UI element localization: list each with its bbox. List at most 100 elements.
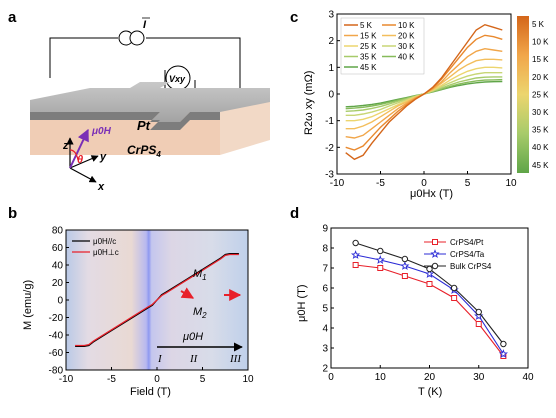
panel-b-ytick-label-5: 20 xyxy=(52,278,64,289)
panel-c-xtick-label-0: -10 xyxy=(330,178,345,189)
panel-d-legend-marker-2 xyxy=(431,262,439,270)
axis-y-arrow xyxy=(69,155,99,169)
panel-b-ytick-label-8: 80 xyxy=(52,226,64,237)
panel-d-point-0-5 xyxy=(475,321,482,327)
panel-b-ytick-label-4: 0 xyxy=(57,296,63,307)
panel-d-point-1-6 xyxy=(498,349,509,358)
panel-d-point-1-3 xyxy=(424,269,435,278)
panel-c-ytick-label-3: 0 xyxy=(328,90,334,101)
panel-d-ytick-label-7: 9 xyxy=(322,224,328,235)
panel-c-legend-label-2: 15 K xyxy=(360,32,377,41)
panel-d-legend-marker-1 xyxy=(430,249,440,258)
panel-c-xtick-label-3: 5 xyxy=(465,178,471,189)
panel-c-legend-label-5: 30 K xyxy=(398,42,415,51)
panel-d-point-1-2 xyxy=(400,261,410,270)
panel-a: a I Vxy Pt CrPS4 z x y θ μ0H xyxy=(8,9,270,193)
panel-c-xlabel: μ0Hx (T) xyxy=(410,188,453,200)
panel-d-ytick-label-5: 7 xyxy=(322,264,328,275)
axis-z-label: z xyxy=(62,140,69,152)
panel-b-ytick-label-7: 60 xyxy=(52,243,64,254)
colorbar-label-5: 30 K xyxy=(532,108,549,117)
panel-c-ytick-label-4: 1 xyxy=(328,63,334,74)
panel-d-point-2-6 xyxy=(500,340,507,348)
panel-d-xtick-label-1: 10 xyxy=(375,372,387,383)
m2-arrow xyxy=(180,287,195,299)
panel-c-xtick-label-4: 10 xyxy=(505,178,517,189)
theta-arc xyxy=(69,149,79,161)
panel-c-ytick-label-5: 2 xyxy=(328,36,334,47)
panel-b: b -10 -5 0 5 10 -80 -60 -40 -20 0 20 40 60 80 Field (… xyxy=(8,205,254,398)
m2-sub: 2 xyxy=(201,311,207,320)
pt-label: Pt xyxy=(137,118,151,133)
field-arrow xyxy=(69,128,89,169)
panel-b-xtick-label-0: -10 xyxy=(59,374,74,385)
current-source-icon-2 xyxy=(129,30,145,46)
panel-c-series-0 xyxy=(345,23,503,161)
region-label-2: II xyxy=(189,353,199,365)
panel-d-point-0-3 xyxy=(426,281,433,287)
panel-b-xtick-label-4: 10 xyxy=(242,374,254,385)
panel-d-legend-label-1: CrPS4/Ta xyxy=(450,250,485,259)
panel-d-ytick-label-3: 5 xyxy=(322,304,328,315)
current-wire-left xyxy=(49,37,118,78)
field-label: μ0H xyxy=(91,126,112,137)
region-label-3: III xyxy=(229,353,242,365)
colorbar-label-0: 5 K xyxy=(532,20,545,29)
panel-d-point-0-1 xyxy=(377,265,384,271)
panel-c-xtick-label-1: -5 xyxy=(376,178,385,189)
panel-d-point-2-4 xyxy=(450,284,458,292)
panel-d-point-0-4 xyxy=(451,295,458,301)
pt-hallbar-edge xyxy=(30,112,220,130)
panel-a-letter: a xyxy=(8,9,17,26)
region-label-1: I xyxy=(157,353,163,365)
panel-b-xtick-label-3: 5 xyxy=(200,374,206,385)
panel-b-xtick-label-1: -5 xyxy=(107,374,116,385)
colorbar-label-1: 10 K xyxy=(532,38,549,47)
colorbar-label-4: 25 K xyxy=(532,90,549,99)
current-wire-right xyxy=(146,37,241,100)
panel-d-point-2-2 xyxy=(401,255,409,263)
panel-c-colorbar xyxy=(517,16,529,173)
panel-d-legend-marker-0 xyxy=(432,239,438,245)
panel-b-ytick-label-2: -40 xyxy=(49,331,64,342)
crps4-label: CrPS xyxy=(127,143,156,157)
svg-text:M1: M1 xyxy=(193,268,207,282)
panel-b-ytick-label-0: -80 xyxy=(49,366,64,377)
panel-d-xtick-label-3: 30 xyxy=(473,372,485,383)
panel-d-point-2-3 xyxy=(426,265,433,273)
panel-d-point-1-0 xyxy=(350,250,361,259)
panel-d-xtick-label-4: 40 xyxy=(522,372,534,383)
panel-c-legend-label-6: 35 K xyxy=(360,53,377,62)
voltage-label: Vxy xyxy=(169,74,186,84)
panel-d-point-0-2 xyxy=(401,273,408,279)
axis-x-arrow xyxy=(69,167,97,183)
crps4-subscript: 4 xyxy=(155,150,161,159)
panel-b-letter: b xyxy=(8,205,17,222)
theta-label: θ xyxy=(77,154,83,166)
panel-d-ytick-label-6: 8 xyxy=(322,244,328,255)
panel-b-ytick-label-1: -60 xyxy=(49,348,64,359)
panel-d-letter: d xyxy=(290,205,299,222)
panel-d-point-2-1 xyxy=(377,247,384,255)
svg-text:CrPS4: CrPS4 xyxy=(127,143,161,159)
panel-d-ytick-label-1: 3 xyxy=(322,344,328,355)
panel-c-ytick-label-6: 3 xyxy=(328,10,334,21)
panel-c-legend-label-8: 45 K xyxy=(360,63,377,72)
m1-sub: 1 xyxy=(202,273,206,282)
panel-d-ytick-label-4: 6 xyxy=(322,284,328,295)
legend-b-label-2: μ0H⊥c xyxy=(93,248,119,257)
panel-d-ytick-label-0: 2 xyxy=(322,364,328,375)
panel-b-series-1 xyxy=(75,253,239,347)
panel-c-legend-label-3: 20 K xyxy=(398,32,415,41)
b-field-label: μ0H xyxy=(182,331,203,343)
panel-d-point-0-0 xyxy=(352,262,359,268)
panel-d-xtick-label-2: 20 xyxy=(424,372,436,383)
svg-text:M2: M2 xyxy=(193,306,207,320)
panel-d-xlabel: T (K) xyxy=(418,386,442,398)
legend-b-label-1: μ0H//c xyxy=(93,237,116,246)
current-label: I xyxy=(143,19,147,31)
panel-c-ytick-label-0: -3 xyxy=(325,170,334,181)
panel-d-legend-label-0: CrPS4/Pt xyxy=(450,238,484,247)
panel-c-ytick-label-1: -2 xyxy=(325,143,334,154)
